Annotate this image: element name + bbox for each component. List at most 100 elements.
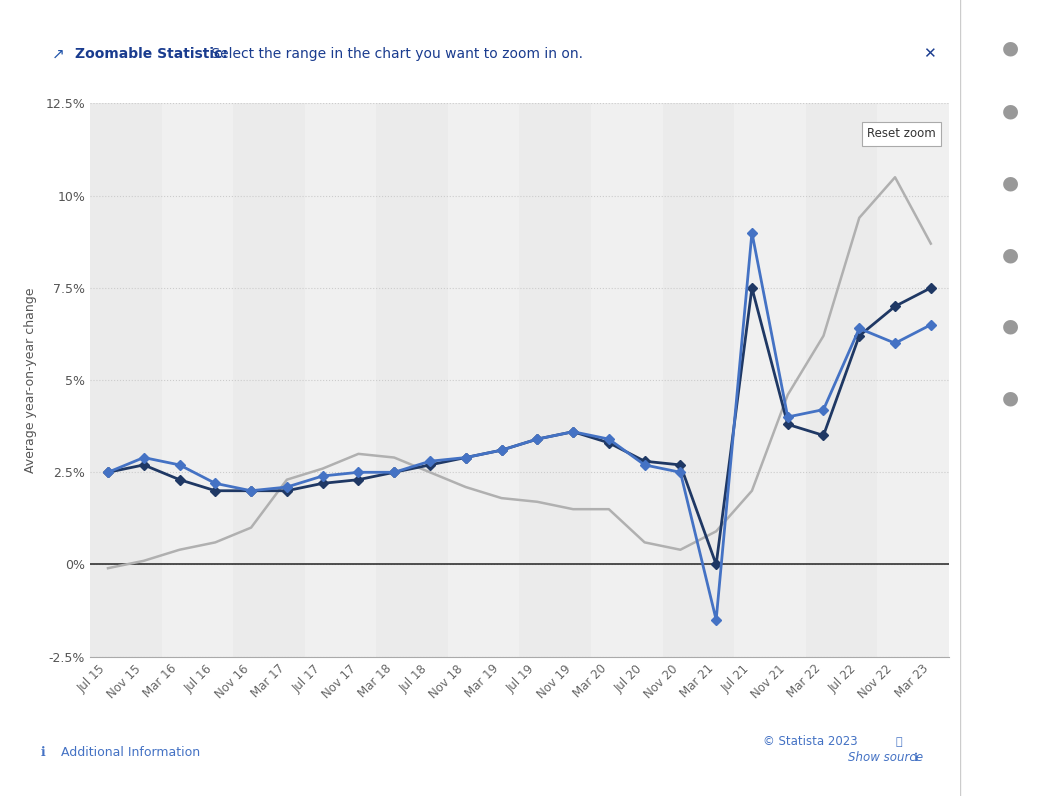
Wage growth (regular pay): [781, 419, 794, 429]
Wage growth (total pay): [710, 615, 723, 625]
Bar: [90, 103, 161, 657]
Text: ●: ●: [1002, 38, 1019, 57]
Wage growth (regular pay): [245, 486, 258, 495]
CPI inflation rate: [459, 482, 472, 492]
Wage growth (total pay): [602, 435, 615, 444]
Wage growth (regular pay): [388, 467, 401, 477]
CPI inflation rate: [102, 564, 114, 573]
Text: Select the range in the chart you want to zoom in on.: Select the range in the chart you want t…: [207, 47, 583, 60]
Wage growth (total pay): [388, 467, 401, 477]
Text: ℹ: ℹ: [40, 746, 45, 759]
Text: ✕: ✕: [922, 46, 935, 61]
Line: CPI inflation rate: CPI inflation rate: [108, 178, 931, 568]
Wage growth (regular pay): [352, 475, 365, 485]
Wage growth (total pay): [495, 446, 508, 455]
Text: Show source: Show source: [848, 751, 923, 764]
Wage growth (regular pay): [602, 438, 615, 447]
Wage growth (total pay): [567, 427, 580, 436]
Wage growth (regular pay): [853, 331, 866, 341]
CPI inflation rate: [924, 239, 937, 248]
CPI inflation rate: [388, 453, 401, 462]
Wage growth (total pay): [459, 453, 472, 462]
Wage growth (total pay): [209, 478, 222, 488]
CPI inflation rate: [495, 494, 508, 503]
Legend: Wage growth (total pay), Wage growth (regular pay), CPI inflation rate: Wage growth (total pay), Wage growth (re…: [129, 790, 841, 796]
Wage growth (regular pay): [209, 486, 222, 495]
Line: Wage growth (total pay): Wage growth (total pay): [105, 229, 934, 623]
Text: ●: ●: [1002, 245, 1019, 264]
Wage growth (regular pay): [674, 460, 687, 470]
Wage growth (total pay): [102, 467, 114, 477]
Text: © Statista 2023: © Statista 2023: [763, 736, 858, 748]
Wage growth (regular pay): [638, 456, 651, 466]
Text: ●: ●: [1002, 388, 1019, 408]
Wage growth (regular pay): [424, 460, 437, 470]
Wage growth (total pay): [638, 460, 651, 470]
Text: Additional Information: Additional Information: [61, 746, 200, 759]
Wage growth (total pay): [245, 486, 258, 495]
CPI inflation rate: [674, 545, 687, 555]
Wage growth (regular pay): [888, 302, 901, 311]
CPI inflation rate: [745, 486, 758, 495]
Wage growth (regular pay): [710, 560, 723, 569]
Wage growth (regular pay): [567, 427, 580, 436]
Wage growth (total pay): [281, 482, 294, 492]
Wage growth (total pay): [531, 435, 544, 444]
Wage growth (total pay): [138, 453, 151, 462]
Text: ●: ●: [1002, 102, 1019, 121]
Wage growth (total pay): [316, 471, 329, 481]
CPI inflation rate: [281, 475, 294, 485]
Wage growth (total pay): [781, 412, 794, 422]
Wage growth (total pay): [888, 338, 901, 348]
CPI inflation rate: [173, 545, 185, 555]
Text: Zoomable Statistic:: Zoomable Statistic:: [74, 47, 228, 60]
Bar: [233, 103, 305, 657]
Bar: [519, 103, 590, 657]
Wage growth (regular pay): [745, 283, 758, 293]
Wage growth (total pay): [924, 320, 937, 330]
CPI inflation rate: [853, 213, 866, 223]
CPI inflation rate: [531, 497, 544, 506]
Wage growth (regular pay): [281, 486, 294, 495]
CPI inflation rate: [888, 173, 901, 182]
Text: ●: ●: [1002, 317, 1019, 336]
CPI inflation rate: [817, 331, 830, 341]
Wage growth (total pay): [674, 467, 687, 477]
CPI inflation rate: [567, 505, 580, 514]
Wage growth (regular pay): [924, 283, 937, 293]
Wage growth (regular pay): [138, 460, 151, 470]
Wage growth (regular pay): [817, 431, 830, 440]
Wage growth (total pay): [352, 467, 365, 477]
Text: ↗: ↗: [52, 46, 65, 61]
CPI inflation rate: [424, 467, 437, 477]
CPI inflation rate: [781, 390, 794, 400]
Wage growth (regular pay): [531, 435, 544, 444]
Y-axis label: Average year-on-year change: Average year-on-year change: [24, 287, 37, 473]
Text: ●: ●: [1002, 174, 1019, 193]
Line: Wage growth (regular pay): Wage growth (regular pay): [105, 284, 934, 568]
CPI inflation rate: [638, 537, 651, 547]
Bar: [806, 103, 877, 657]
Wage growth (total pay): [817, 405, 830, 415]
Text: Reset zoom: Reset zoom: [867, 127, 936, 140]
Wage growth (total pay): [853, 324, 866, 334]
Wage growth (total pay): [424, 456, 437, 466]
Text: 🏴: 🏴: [896, 737, 902, 747]
Text: ℹ: ℹ: [914, 753, 918, 763]
Wage growth (regular pay): [316, 478, 329, 488]
CPI inflation rate: [352, 449, 365, 458]
CPI inflation rate: [602, 505, 615, 514]
CPI inflation rate: [316, 464, 329, 474]
Wage growth (regular pay): [102, 467, 114, 477]
CPI inflation rate: [138, 556, 151, 566]
CPI inflation rate: [245, 523, 258, 533]
Bar: [376, 103, 448, 657]
Bar: [662, 103, 734, 657]
Wage growth (total pay): [745, 228, 758, 237]
CPI inflation rate: [209, 537, 222, 547]
Wage growth (regular pay): [173, 475, 185, 485]
CPI inflation rate: [710, 526, 723, 536]
Wage growth (regular pay): [495, 446, 508, 455]
Wage growth (total pay): [173, 460, 185, 470]
Wage growth (regular pay): [459, 453, 472, 462]
